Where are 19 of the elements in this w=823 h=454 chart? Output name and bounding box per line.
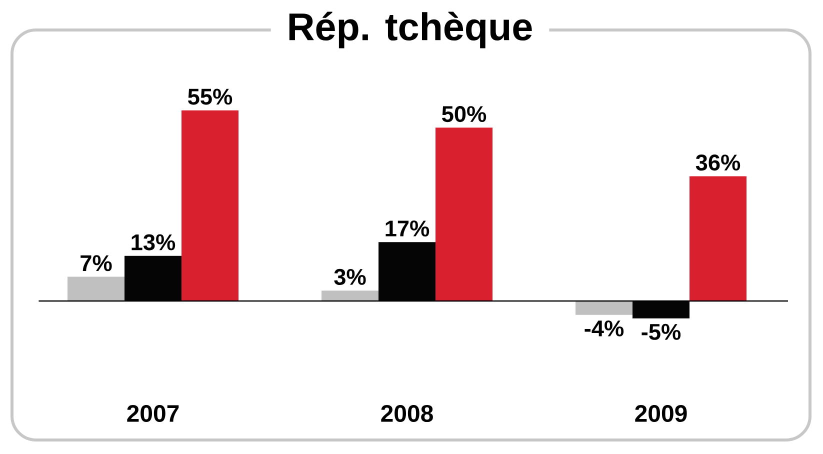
data-label: 55%: [188, 88, 232, 105]
bar: [436, 128, 493, 301]
data-label: 17%: [386, 220, 430, 236]
data-label: 3%: [334, 268, 366, 285]
data-label: 13%: [132, 234, 176, 250]
x-tick-label: 2009: [635, 404, 687, 422]
data-label: 50%: [442, 106, 486, 122]
data-label: -4%: [584, 320, 624, 336]
x-tick-label: 2007: [127, 404, 179, 422]
bar: [690, 176, 747, 301]
x-tick-label: 2008: [381, 404, 433, 422]
bar: [182, 110, 239, 301]
bar: [68, 276, 125, 301]
data-label: -5%: [642, 324, 681, 340]
data-label: 36%: [696, 154, 740, 171]
bar: [322, 290, 379, 301]
chart-title: Rép. tchèque: [289, 12, 532, 48]
data-label: 7%: [80, 255, 112, 272]
bar: [576, 301, 633, 315]
